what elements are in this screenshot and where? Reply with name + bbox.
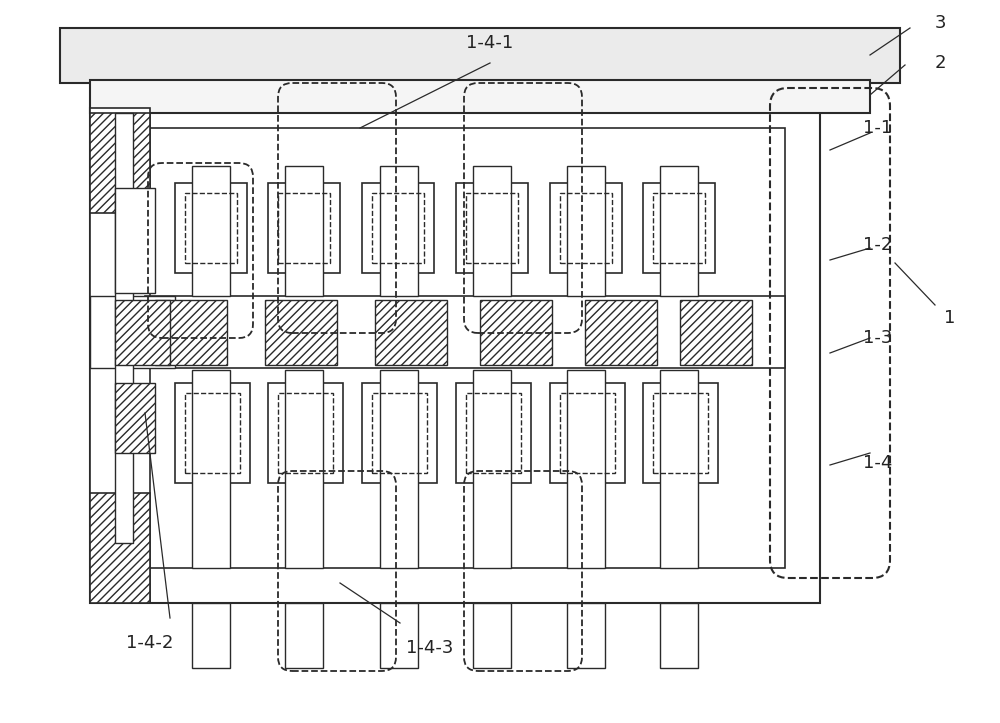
Bar — [90, 80, 870, 113]
Bar — [473, 603, 511, 668]
Text: 1-4-2: 1-4-2 — [126, 634, 174, 652]
Bar — [285, 603, 323, 668]
Bar — [466, 393, 521, 473]
Text: 3: 3 — [934, 14, 946, 32]
Bar — [175, 383, 250, 483]
Text: 1-4-3: 1-4-3 — [406, 639, 454, 657]
Bar — [268, 383, 343, 483]
Text: 1-2: 1-2 — [863, 236, 893, 254]
Bar — [145, 128, 785, 568]
Bar — [643, 183, 715, 273]
Bar — [185, 393, 240, 473]
Bar — [90, 296, 175, 368]
Bar — [175, 183, 247, 273]
Bar — [192, 370, 230, 568]
Bar — [362, 383, 437, 483]
Bar — [456, 383, 531, 483]
Bar — [375, 300, 447, 365]
Bar — [90, 303, 150, 363]
Bar — [567, 166, 605, 296]
Bar — [265, 300, 337, 365]
Bar — [456, 183, 528, 273]
Bar — [60, 28, 900, 83]
Bar — [90, 108, 820, 603]
Bar — [90, 108, 150, 603]
Bar — [660, 603, 698, 668]
Bar — [585, 300, 657, 365]
Bar — [660, 370, 698, 568]
Bar — [268, 183, 340, 273]
Bar — [380, 603, 418, 668]
Bar — [372, 393, 427, 473]
Text: 1-1: 1-1 — [863, 119, 893, 137]
Text: 1: 1 — [944, 309, 956, 327]
Bar — [90, 493, 150, 603]
Bar — [372, 193, 424, 263]
Bar — [480, 300, 552, 365]
Bar — [466, 193, 518, 263]
Bar — [560, 193, 612, 263]
Bar — [285, 166, 323, 296]
Bar — [90, 113, 150, 213]
Bar — [192, 603, 230, 668]
Bar — [115, 188, 155, 293]
Bar — [653, 193, 705, 263]
Text: 1-3: 1-3 — [863, 329, 893, 347]
Bar — [567, 603, 605, 668]
Bar — [653, 393, 708, 473]
Text: 1-4-1: 1-4-1 — [466, 34, 514, 52]
Bar — [192, 166, 230, 296]
Bar — [660, 166, 698, 296]
Text: 2: 2 — [934, 54, 946, 72]
Bar — [380, 370, 418, 568]
Bar — [473, 166, 511, 296]
Bar — [285, 370, 323, 568]
Bar — [155, 300, 227, 365]
Text: 1-4: 1-4 — [863, 454, 893, 472]
Bar — [680, 300, 752, 365]
Bar — [473, 370, 511, 568]
Bar — [560, 393, 615, 473]
Bar — [550, 183, 622, 273]
Bar — [115, 113, 133, 543]
Bar — [380, 166, 418, 296]
Bar — [115, 383, 155, 453]
Bar — [278, 393, 333, 473]
Bar — [643, 383, 718, 483]
Bar — [278, 193, 330, 263]
Bar — [145, 296, 785, 368]
Bar — [550, 383, 625, 483]
Bar — [362, 183, 434, 273]
Bar — [185, 193, 237, 263]
Bar — [567, 370, 605, 568]
Bar — [115, 300, 170, 365]
